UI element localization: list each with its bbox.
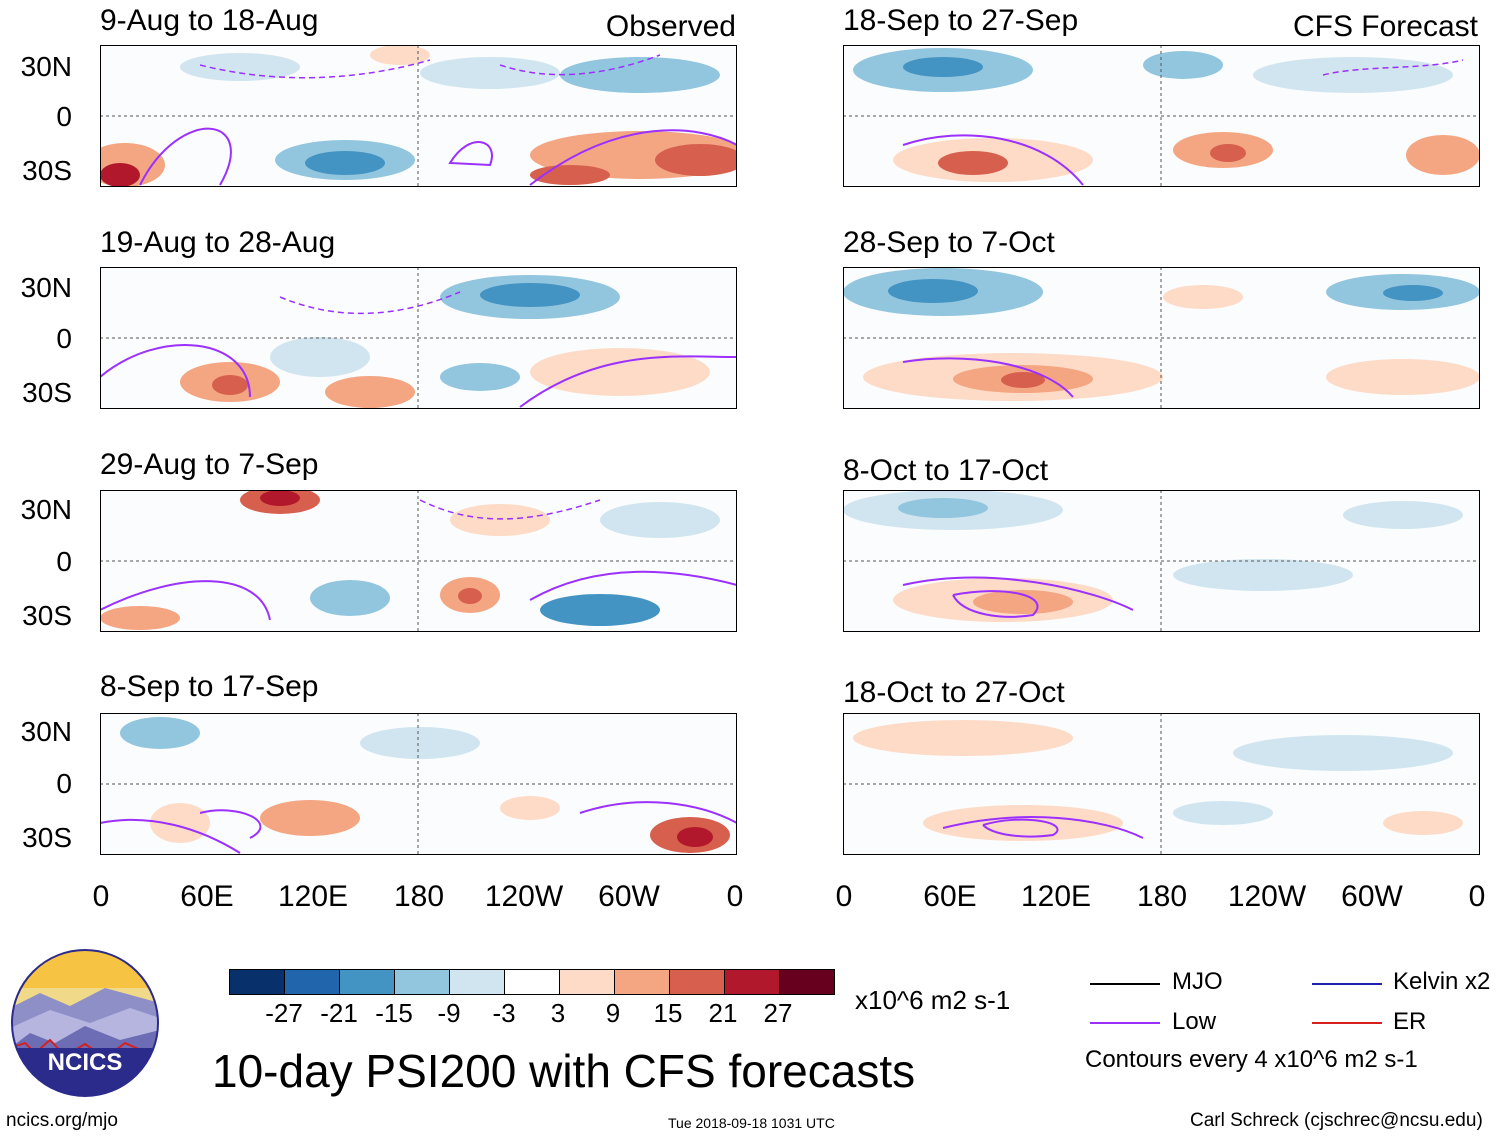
- lon-label-right-120e: 120E: [1020, 880, 1092, 913]
- map-panel-left-2: [100, 267, 737, 409]
- ncics-logo: NCICS: [11, 949, 159, 1097]
- lon-label-left-60e: 60E: [180, 880, 234, 913]
- colorbar-label-10: 27: [763, 998, 793, 1028]
- colorbar-label-4: -9: [437, 998, 461, 1028]
- lat-label-30n-row1: 30N: [20, 51, 72, 82]
- map-panel-left-1: [100, 45, 737, 187]
- lat-label-30s-row4: 30S: [22, 822, 72, 853]
- panel-title-right-1: 18-Sep to 27-Sep: [843, 4, 1079, 37]
- colorbar-swatch-5: [449, 970, 504, 994]
- colorbar-swatch-6: [504, 970, 559, 994]
- colorbar-swatch-10: [724, 970, 779, 994]
- colorbar-swatch-9: [669, 970, 724, 994]
- legend-line-mjo: [1090, 983, 1160, 985]
- colorbar-swatch-11: [779, 970, 834, 994]
- map-panel-left-4: [100, 713, 737, 855]
- map-panel-right-1: [843, 45, 1480, 187]
- legend-label-kelvin: Kelvin x2: [1393, 968, 1491, 995]
- map-panel-left-3: [100, 490, 737, 632]
- panel-title-right-2: 28-Sep to 7-Oct: [843, 226, 1055, 259]
- colorbar-swatch-4: [394, 970, 449, 994]
- lon-label-right-60w: 60W: [1341, 880, 1403, 913]
- colorbar-swatch-2: [284, 970, 339, 994]
- map-panel-right-3: [843, 490, 1480, 632]
- cfs-forecast-label: CFS Forecast: [1292, 10, 1478, 43]
- colorbar: [229, 969, 835, 995]
- legend-line-kelvin: [1312, 983, 1382, 985]
- lon-label-left-120e: 120E: [277, 880, 349, 913]
- legend-line-low: [1090, 1022, 1160, 1024]
- lon-label-right-0: 0: [835, 880, 853, 913]
- legend-label-low: Low: [1172, 1008, 1217, 1035]
- lat-label-eq-row3: 0: [56, 546, 72, 577]
- colorbar-units: x10^6 m2 s-1: [855, 985, 1011, 1015]
- panel-title-left-3: 29-Aug to 7-Sep: [100, 448, 319, 481]
- colorbar-label-7: 9: [605, 998, 621, 1028]
- lat-label-eq-row4: 0: [56, 768, 72, 799]
- legend-note: Contours every 4 x10^6 m2 s-1: [1085, 1046, 1418, 1073]
- colorbar-label-3: -15: [375, 998, 413, 1028]
- lat-label-30n-row2: 30N: [20, 272, 72, 303]
- colorbar-label-1: -27: [265, 998, 303, 1028]
- lon-label-left-120w: 120W: [484, 880, 564, 913]
- colorbar-label-9: 21: [708, 998, 738, 1028]
- lat-label-30n-row4: 30N: [20, 716, 72, 747]
- colorbar-label-6: 3: [550, 998, 566, 1028]
- panel-title-right-4: 18-Oct to 27-Oct: [843, 676, 1065, 709]
- lat-label-30n-row3: 30N: [20, 494, 72, 525]
- colorbar-label-2: -21: [320, 998, 358, 1028]
- colorbar-swatch-7: [559, 970, 614, 994]
- lon-label-left-0: 0: [92, 880, 110, 913]
- footer-timestamp: Tue 2018-09-18 1031 UTC: [668, 1115, 835, 1131]
- lat-label-eq-row2: 0: [56, 323, 72, 354]
- lat-label-30s-row3: 30S: [22, 600, 72, 631]
- lon-label-left-180: 180: [393, 880, 445, 913]
- lon-label-right-360: 0: [1468, 880, 1486, 913]
- lon-label-right-120w: 120W: [1227, 880, 1307, 913]
- panel-title-left-4: 8-Sep to 17-Sep: [100, 670, 319, 703]
- map-panel-right-2: [843, 267, 1480, 409]
- lat-label-eq-row1: 0: [56, 101, 72, 132]
- lon-label-left-60w: 60W: [598, 880, 660, 913]
- legend-line-er: [1312, 1022, 1382, 1024]
- lat-label-30s-row2: 30S: [22, 377, 72, 408]
- colorbar-label-5: -3: [492, 998, 516, 1028]
- lat-label-30s-row1: 30S: [22, 155, 72, 186]
- colorbar-swatch-3: [339, 970, 394, 994]
- panel-title-left-1: 9-Aug to 18-Aug: [100, 4, 319, 37]
- footer-credit: Carl Schreck (cjschrec@ncsu.edu): [1190, 1110, 1483, 1131]
- footer-url[interactable]: ncics.org/mjo: [6, 1110, 118, 1131]
- map-panel-right-4: [843, 713, 1480, 855]
- main-title: 10-day PSI200 with CFS forecasts: [212, 1045, 916, 1097]
- lon-label-left-360: 0: [726, 880, 744, 913]
- colorbar-swatch-1: [230, 970, 284, 994]
- colorbar-swatch-8: [614, 970, 669, 994]
- panel-title-right-3: 8-Oct to 17-Oct: [843, 454, 1049, 487]
- legend-label-mjo: MJO: [1172, 968, 1223, 995]
- colorbar-label-8: 15: [653, 998, 683, 1028]
- legend-label-er: ER: [1393, 1008, 1427, 1035]
- lon-label-right-180: 180: [1136, 880, 1188, 913]
- lon-label-right-60e: 60E: [923, 880, 977, 913]
- observed-label: Observed: [605, 10, 736, 43]
- ncics-logo-text: NCICS: [48, 1049, 123, 1076]
- panel-title-left-2: 19-Aug to 28-Aug: [100, 226, 336, 259]
